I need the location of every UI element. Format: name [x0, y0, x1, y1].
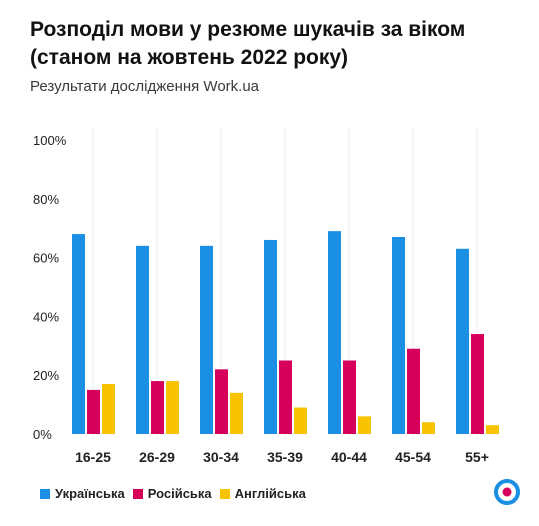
bar-ukrainian-16-25	[72, 234, 85, 434]
bar-russian-26-29	[151, 381, 164, 434]
bar-english-45-54	[422, 422, 435, 434]
bar-russian-40-44	[343, 360, 356, 434]
x-tick-label: 16-25	[75, 449, 111, 465]
bar-ukrainian-55+	[456, 248, 469, 434]
bar-russian-30-34	[215, 369, 228, 434]
x-axis-ticks: 16-25 26-29 30-34 35-39 40-44 45-54 55+	[75, 449, 489, 465]
bar-russian-35-39	[279, 360, 292, 434]
x-tick-label: 55+	[465, 449, 489, 465]
chart-title-line-2: (станом на жовтень 2022 року)	[30, 46, 349, 69]
bar-chart: 0% 20% 40% 60% 80% 100% 16-25 26-29 30-34 35-39 4…	[33, 128, 499, 465]
bar-ukrainian-35-39	[264, 239, 277, 434]
y-tick-label: 20%	[33, 368, 59, 383]
legend-label-ukrainian: Українська	[55, 486, 125, 501]
y-tick-label: 100%	[33, 133, 67, 148]
bar-ukrainian-40-44	[328, 231, 341, 434]
bar-english-30-34	[230, 392, 243, 434]
bar-ukrainian-30-34	[200, 245, 213, 434]
bar-english-55+	[486, 425, 499, 434]
y-tick-label: 40%	[33, 309, 59, 324]
bar-ukrainian-26-29	[136, 245, 149, 434]
x-tick-label: 26-29	[139, 449, 175, 465]
legend-item-ukrainian: Українська	[40, 486, 125, 501]
bar-english-26-29	[166, 381, 179, 434]
bar-russian-16-25	[87, 389, 100, 434]
chart-subtitle: Результати дослідження Work.ua	[30, 78, 260, 95]
y-tick-label: 80%	[33, 192, 59, 207]
legend: Українська Російська Англійська	[40, 486, 314, 501]
x-tick-label: 30-34	[203, 449, 239, 465]
x-tick-label: 45-54	[395, 449, 431, 465]
chart-title: Розподіл мови у резюме шукачів за віком …	[30, 16, 520, 72]
legend-label-russian: Російська	[147, 486, 212, 501]
y-tick-label: 60%	[33, 251, 59, 266]
bar-ukrainian-45-54	[392, 237, 405, 434]
bar-russian-45-54	[407, 348, 420, 434]
chart-title-line-1: Розподіл мови у резюме шукачів за віком	[30, 18, 466, 41]
bar-russian-55+	[471, 334, 484, 434]
legend-swatch-russian	[132, 488, 143, 499]
bar-english-40-44	[358, 416, 371, 434]
y-axis-ticks: 0% 20% 40% 60% 80% 100%	[33, 133, 67, 442]
x-tick-label: 35-39	[267, 449, 303, 465]
bars-layer	[72, 231, 499, 434]
legend-item-english: Англійська	[219, 486, 306, 501]
legend-swatch-ukrainian	[40, 488, 50, 499]
legend-swatch-english	[219, 488, 230, 499]
legend-item-russian: Російська	[132, 486, 212, 501]
x-tick-label: 40-44	[331, 449, 367, 465]
legend-label-english: Англійська	[234, 486, 306, 501]
bar-english-35-39	[294, 407, 307, 434]
work-ua-logo-icon	[494, 479, 520, 505]
bar-english-16-25	[102, 384, 115, 434]
y-tick-label: 0%	[33, 427, 52, 442]
